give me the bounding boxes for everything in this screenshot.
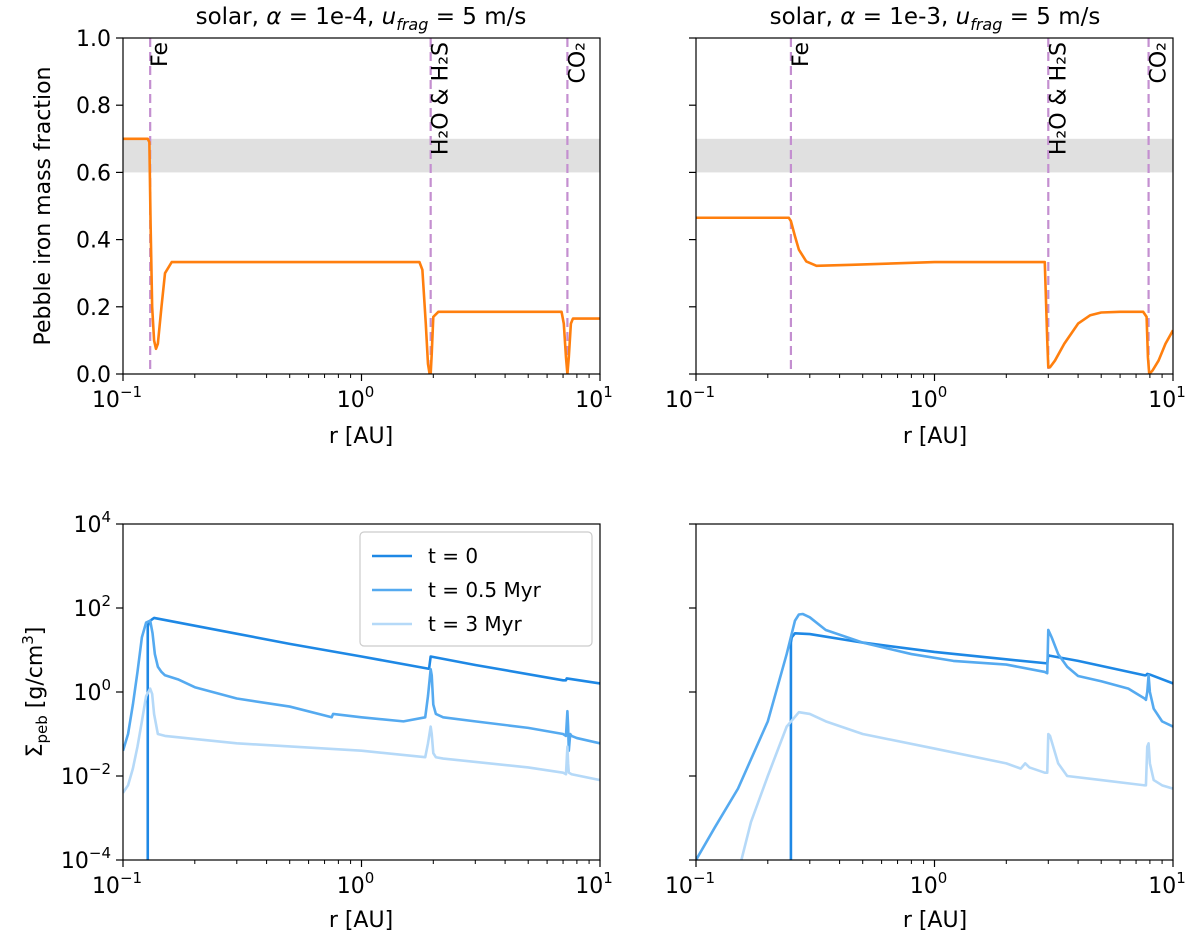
- x-axis: 10−1 100 101: [92, 860, 613, 899]
- x-tick-label: 10−1: [665, 383, 715, 413]
- icelines: [789, 38, 1150, 374]
- x-tick-label: 10−1: [92, 383, 142, 413]
- panel-bottom-right: 10−1 100 101 r [AU]: [665, 523, 1186, 933]
- y-axis-label: Σpeb [g/cm3]: [19, 627, 51, 758]
- y-axis: 0.0 0.2 0.4 0.6 0.8 1.0: [76, 27, 123, 388]
- x-tick-label: 100: [910, 383, 948, 413]
- y-axis-label: Pebble iron mass fraction: [31, 67, 56, 346]
- axes-frame: [695, 37, 1174, 375]
- panel-title: solar, α = 1e-3, ufrag = 5 m/s: [770, 4, 1101, 34]
- y-tick-label: 100: [73, 676, 111, 706]
- data-lines: [123, 137, 600, 374]
- y-tick-label: 0.6: [76, 161, 111, 186]
- legend-label: t = 0: [428, 544, 478, 568]
- y-tick-label: 0.4: [76, 229, 111, 254]
- panel-title: solar, α = 1e-4, ufrag = 5 m/s: [196, 4, 527, 34]
- series-line: [146, 616, 600, 860]
- y-axis: [689, 523, 696, 861]
- x-axis-label: r [AU]: [903, 908, 967, 933]
- iceline-label: H₂O & H₂S: [1046, 42, 1071, 155]
- iceline-label: Fe: [148, 42, 173, 67]
- x-tick-label: 100: [337, 869, 375, 899]
- y-tick-label: 0.2: [76, 296, 111, 321]
- series-line: [696, 612, 1173, 860]
- legend: t = 0 t = 0.5 Myr t = 3 Myr: [359, 531, 593, 647]
- iceline-label: Fe: [789, 42, 814, 67]
- legend-label: t = 3 Myr: [428, 612, 522, 636]
- iceline-labels: Fe H₂O & H₂S CO₂: [789, 42, 1172, 155]
- series-line: [123, 137, 600, 374]
- iceline-label: CO₂: [1147, 42, 1172, 84]
- data-lines: [696, 612, 1173, 860]
- data-lines: [123, 616, 600, 860]
- data-lines: [696, 216, 1173, 374]
- panel-top-right: solar, α = 1e-3, ufrag = 5 m/s Fe H₂O & H…: [665, 4, 1186, 449]
- x-axis-label: r [AU]: [329, 908, 393, 933]
- icelines: [149, 38, 569, 374]
- y-tick-label: 0.8: [76, 94, 111, 119]
- iceline-labels: Fe H₂O & H₂S CO₂: [148, 42, 590, 155]
- x-axis-label: r [AU]: [329, 424, 393, 449]
- x-tick-label: 101: [575, 383, 613, 413]
- x-tick-label: 101: [575, 869, 613, 899]
- x-tick-label: 100: [910, 869, 948, 899]
- x-tick-label: 101: [1148, 869, 1186, 899]
- y-tick-label: 102: [73, 592, 111, 622]
- axes-frame: [695, 523, 1174, 861]
- panel-top-left: solar, α = 1e-4, ufrag = 5 m/s Fe H₂O & H…: [31, 4, 613, 449]
- y-tick-label: 104: [73, 508, 111, 538]
- legend-label: t = 0.5 Myr: [428, 578, 542, 602]
- x-tick-label: 10−1: [92, 869, 142, 899]
- legend-frame: [359, 531, 593, 647]
- iron-fraction-range-band: [696, 138, 1173, 173]
- iron-fraction-range-band: [123, 138, 600, 173]
- y-tick-label: 10−4: [61, 844, 111, 874]
- iceline-label: H₂O & H₂S: [429, 42, 454, 155]
- x-axis: 10−1 100 101: [665, 860, 1186, 899]
- y-axis: [689, 37, 696, 375]
- y-axis: 10−4 10−2 100 102 104: [61, 508, 123, 874]
- x-axis-label: r [AU]: [903, 424, 967, 449]
- y-tick-label: 0.0: [76, 363, 111, 388]
- series-line: [123, 687, 600, 794]
- y-tick-label: 10−2: [61, 760, 111, 790]
- x-axis: 10−1 100 101: [92, 374, 613, 413]
- x-tick-label: 101: [1148, 383, 1186, 413]
- iceline-label: CO₂: [565, 42, 590, 84]
- series-line: [740, 710, 1173, 860]
- x-axis: 10−1 100 101: [665, 374, 1186, 413]
- x-tick-label: 100: [337, 383, 375, 413]
- series-line: [123, 619, 600, 753]
- y-tick-label: 1.0: [76, 27, 111, 52]
- series-line: [696, 216, 1173, 374]
- panel-bottom-left: 10−4 10−2 100 102 104 10−1 100 101 t = 0 t = 0.…: [19, 508, 613, 933]
- axes-frame: [122, 37, 601, 375]
- x-tick-label: 10−1: [665, 869, 715, 899]
- series-line: [789, 631, 1173, 860]
